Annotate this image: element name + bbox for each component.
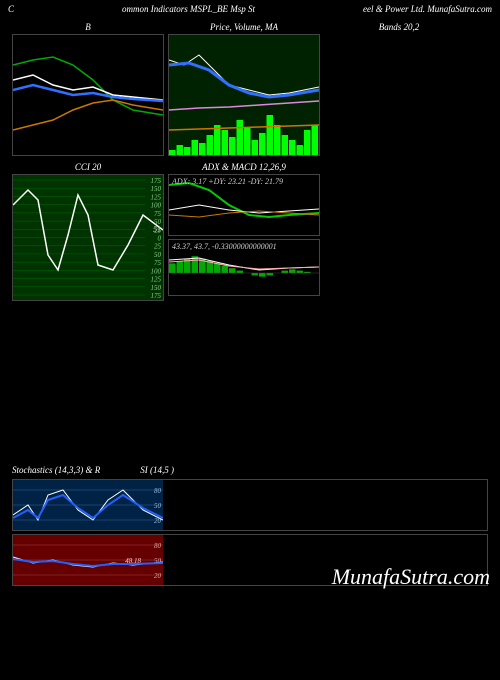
stoch-rsi-titles: Stochastics (14,3,3) & R SI (14,5 ) [0, 463, 500, 477]
header-center: ommon Indicators MSPL_BE Msp St [122, 4, 255, 14]
svg-text:125: 125 [151, 193, 162, 201]
svg-text:150: 150 [151, 284, 162, 292]
stoch-title: Stochastics (14,3,3) & R [12, 465, 100, 475]
cci-chart: 1751501251007550250255075100125150175 51 [12, 174, 164, 301]
svg-text:175: 175 [151, 292, 162, 300]
page-header: C ommon Indicators MSPL_BE Msp St eel & … [0, 0, 500, 18]
adx-macd-title: ADX & MACD 12,26,9 [168, 160, 320, 174]
svg-text:75: 75 [154, 259, 162, 267]
macd-chart: 43.37, 43.7, -0.33000000000001 [168, 239, 320, 296]
price-chart-title: Price, Volume, MA [168, 20, 320, 34]
svg-text:50: 50 [154, 251, 162, 259]
spacer [0, 303, 500, 463]
mid-row: CCI 20 175150125100755025025507510012515… [0, 158, 500, 303]
cci-value-label: 51 [153, 225, 161, 234]
header-right: eel & Power Ltd. MunafaSutra.com [363, 4, 492, 14]
adx-values-label: ADX: 3.17 +DY: 23.21 -DY: 21.79 [172, 177, 283, 186]
cci-chart-wrap: CCI 20 175150125100755025025507510012515… [12, 160, 164, 301]
adx-macd-wrap: ADX & MACD 12,26,9 ADX: 3.17 +DY: 23.21 … [168, 160, 320, 301]
svg-text:100: 100 [151, 267, 162, 275]
svg-text:175: 175 [151, 177, 162, 185]
bands-chart-title: Bands 20,2 [324, 20, 474, 34]
svg-text:80: 80 [154, 542, 162, 550]
svg-text:75: 75 [154, 210, 162, 218]
b-chart [12, 34, 164, 156]
svg-text:150: 150 [151, 185, 162, 193]
price-chart-wrap: Price, Volume, MA [168, 20, 320, 156]
macd-values-label: 43.37, 43.7, -0.33000000000001 [172, 242, 277, 251]
b-chart-wrap: B [12, 20, 164, 156]
svg-text:125: 125 [151, 276, 162, 284]
stoch-chart: 805020 [12, 479, 488, 531]
top-row: B Price, Volume, MA Bands 20,2 [0, 18, 500, 158]
b-chart-title: B [12, 20, 164, 34]
svg-text:100: 100 [151, 202, 162, 210]
svg-text:25: 25 [154, 243, 162, 251]
svg-text:0: 0 [158, 235, 162, 243]
price-chart [168, 34, 320, 156]
svg-text:80: 80 [154, 487, 162, 495]
svg-text:50: 50 [154, 502, 162, 510]
bands-chart-wrap: Bands 20,2 [324, 20, 474, 156]
cci-chart-title: CCI 20 [12, 160, 164, 174]
svg-text:20: 20 [154, 572, 162, 580]
header-left: C [8, 4, 14, 14]
bands-chart [324, 34, 474, 154]
rsi-title: SI (14,5 ) [140, 465, 174, 475]
adx-chart: ADX: 3.17 +DY: 23.21 -DY: 21.79 [168, 174, 320, 236]
watermark: MunafaSutra.com [332, 564, 490, 590]
